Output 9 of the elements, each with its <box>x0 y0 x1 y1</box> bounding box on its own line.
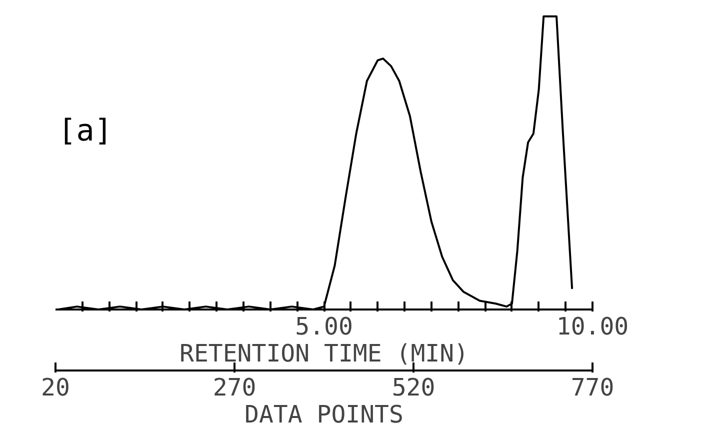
x2-tick-label: 20 <box>41 374 70 402</box>
x-tick-label: 5.00 <box>295 312 353 340</box>
annotation: [a] <box>58 113 112 148</box>
x2-tick-label: 770 <box>570 374 614 402</box>
x2-tick-label: 520 <box>392 374 436 402</box>
x2-axis-title: DATA POINTS <box>244 400 404 428</box>
x2-tick-label: 270 <box>212 374 256 402</box>
x-tick-label: 10.00 <box>556 312 629 340</box>
x-axis-title: RETENTION TIME (MIN) <box>180 340 468 368</box>
